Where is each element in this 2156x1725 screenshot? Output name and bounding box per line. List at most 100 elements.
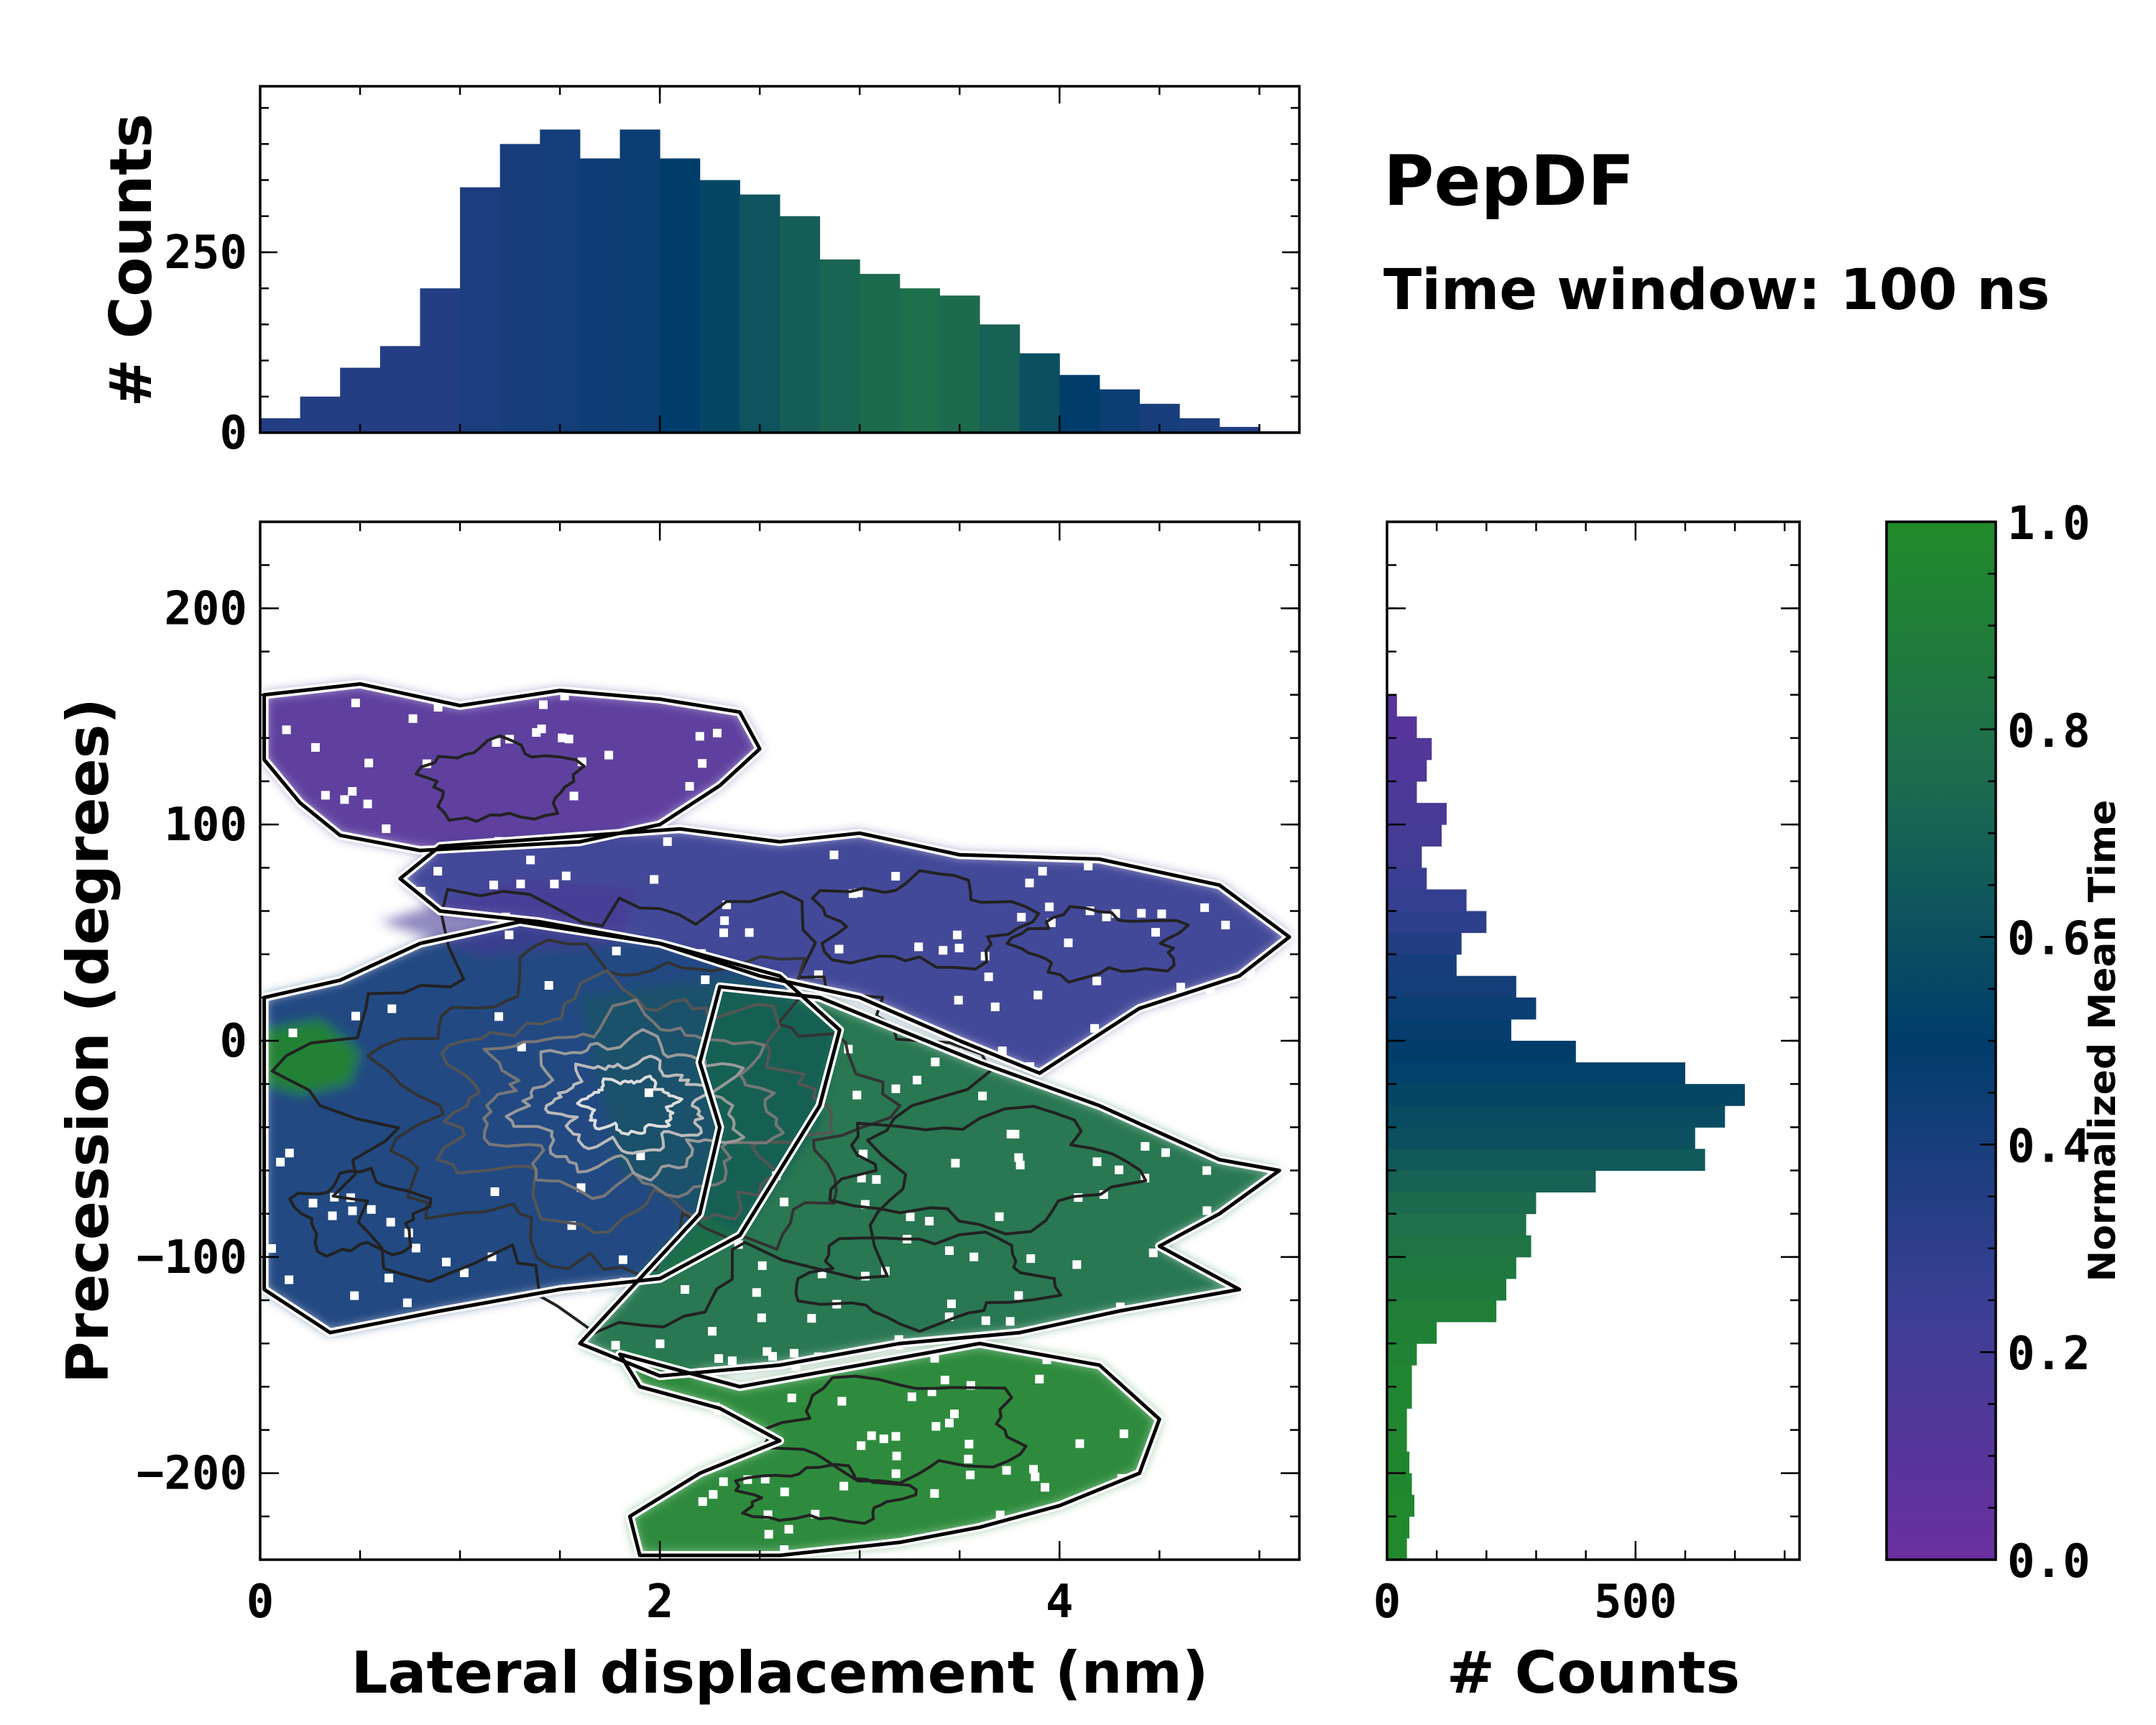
heatmap-empty-bin <box>949 1409 959 1419</box>
heatmap-empty-bin <box>490 1187 499 1196</box>
heatmap-empty-bin <box>745 928 754 937</box>
heatmap-empty-bin <box>727 1356 737 1366</box>
heatmap-empty-bin <box>1041 1483 1050 1492</box>
right-hist-bar <box>1387 803 1447 825</box>
right-hist-bar <box>1387 1041 1576 1063</box>
heatmap-empty-bin <box>966 1471 975 1480</box>
heatmap-empty-bin <box>720 916 729 925</box>
heatmap-empty-bin <box>526 855 535 865</box>
heatmap-empty-bin <box>879 1434 888 1443</box>
right-hist-xtick-label: 0 <box>1373 1576 1401 1629</box>
heatmap-empty-bin <box>964 1454 973 1463</box>
heatmap-empty-bin <box>852 1090 862 1100</box>
main-ytick-label: 200 <box>164 582 247 635</box>
heatmap-empty-bin <box>839 1481 849 1491</box>
heatmap-empty-bin <box>364 758 374 768</box>
top-hist-bar <box>499 144 540 433</box>
top-hist-bar <box>579 158 621 433</box>
right-hist-bar <box>1387 932 1462 955</box>
heatmap-empty-bin <box>764 1530 773 1539</box>
heatmap-empty-bin <box>611 1340 620 1350</box>
top-histogram-frame <box>259 85 1301 434</box>
top-hist-bar <box>660 158 701 433</box>
top-histogram-ylabel: # Counts <box>98 114 165 407</box>
colorbar-label: Normalized Mean Time <box>2081 800 2124 1282</box>
heatmap-empty-bin <box>276 1157 285 1167</box>
heatmap-empty-bin <box>1092 976 1102 985</box>
right-hist-bar <box>1387 1494 1415 1517</box>
right-hist-bar <box>1387 997 1537 1020</box>
heatmap-empty-bin <box>1017 913 1026 922</box>
heatmap-empty-bin <box>698 1497 707 1506</box>
main-xtick-label: 2 <box>646 1576 674 1629</box>
right-hist-bar <box>1387 1235 1531 1258</box>
top-hist-ytick-label: 250 <box>164 226 247 280</box>
heatmap-region-left-green <box>264 1018 360 1095</box>
top-hist-bar <box>699 180 740 433</box>
right-hist-bar <box>1387 1213 1526 1236</box>
heatmap-empty-bin <box>532 728 541 737</box>
right-hist-bar <box>1387 737 1432 760</box>
heatmap-empty-bin <box>1035 1374 1044 1384</box>
heatmap-empty-bin <box>1014 1291 1023 1300</box>
heatmap-empty-bin <box>1157 909 1166 919</box>
heatmap-empty-bin <box>695 732 704 741</box>
heatmap-empty-bin <box>539 700 548 709</box>
heatmap-empty-bin <box>1002 1466 1011 1475</box>
right-hist-bar <box>1387 1149 1705 1171</box>
heatmap-empty-bin <box>267 1244 276 1254</box>
right-hist-bar <box>1387 781 1417 804</box>
heatmap-empty-bin <box>891 1432 900 1441</box>
top-hist-bar <box>1019 353 1060 433</box>
heatmap-empty-bin <box>784 1524 793 1534</box>
heatmap-empty-bin <box>367 1205 376 1214</box>
heatmap-empty-bin <box>612 947 621 956</box>
heatmap-empty-bin <box>780 1487 789 1496</box>
heatmap-empty-bin <box>946 1299 956 1308</box>
heatmap-empty-bin <box>1010 1129 1020 1138</box>
density-contour <box>576 1075 683 1136</box>
heatmap-empty-bin <box>995 1212 1004 1221</box>
heatmap-empty-bin <box>1141 1141 1150 1151</box>
heatmap-empty-bin <box>321 791 330 800</box>
colorbar-tick-label: 0.6 <box>2007 913 2091 966</box>
top-hist-bar <box>1179 418 1220 433</box>
top-hist-bar <box>300 396 341 433</box>
heatmap-empty-bin <box>1005 1317 1015 1326</box>
heatmap-empty-bin <box>564 735 573 744</box>
density-contour <box>794 1230 1063 1333</box>
heatmap-outline <box>262 682 762 852</box>
heatmap-empty-bin <box>544 980 553 990</box>
heatmap-empty-bin <box>489 880 498 890</box>
heatmap-empty-bin <box>285 1275 294 1284</box>
heatmap-empty-bin <box>402 1298 412 1307</box>
heatmap-empty-bin <box>1119 1429 1128 1438</box>
main-heatmap: 0 2 4 200 100 0 −100 −200 Lateral displacement … <box>55 520 1301 1706</box>
heatmap-empty-bin <box>411 1243 420 1253</box>
heatmap-empty-bin <box>618 1255 627 1264</box>
heatmap-outline <box>618 1341 1161 1558</box>
heatmap-empty-bin <box>282 725 291 735</box>
heatmap-empty-bin <box>925 1216 934 1225</box>
heatmap-empty-bin <box>1090 1024 1100 1033</box>
heatmap-empty-bin <box>516 879 525 888</box>
heatmap-empty-bin <box>837 1397 847 1406</box>
right-hist-bar <box>1387 846 1422 868</box>
heatmap-empty-bin <box>558 733 567 742</box>
heatmap-empty-bin <box>663 837 672 846</box>
heatmap-empty-bin <box>892 1451 901 1460</box>
heatmap-empty-bin <box>644 1088 653 1098</box>
heatmap-empty-bin <box>931 1057 940 1067</box>
heatmap-empty-bin <box>550 879 559 888</box>
main-xtick-label: 4 <box>1046 1576 1074 1629</box>
heatmap-empty-bin <box>1031 1472 1040 1481</box>
top-hist-bar <box>340 367 381 433</box>
heatmap-empty-bin <box>561 871 571 880</box>
density-contour <box>288 1167 433 1258</box>
heatmap-empty-bin <box>891 1084 900 1093</box>
heatmap-empty-bin <box>363 799 372 809</box>
colorbar-tick-label: 0.0 <box>2007 1535 2091 1588</box>
heatmap-empty-bin <box>1221 921 1230 930</box>
heatmap-empty-bin <box>857 1441 866 1450</box>
heatmap-empty-bin <box>311 742 321 752</box>
